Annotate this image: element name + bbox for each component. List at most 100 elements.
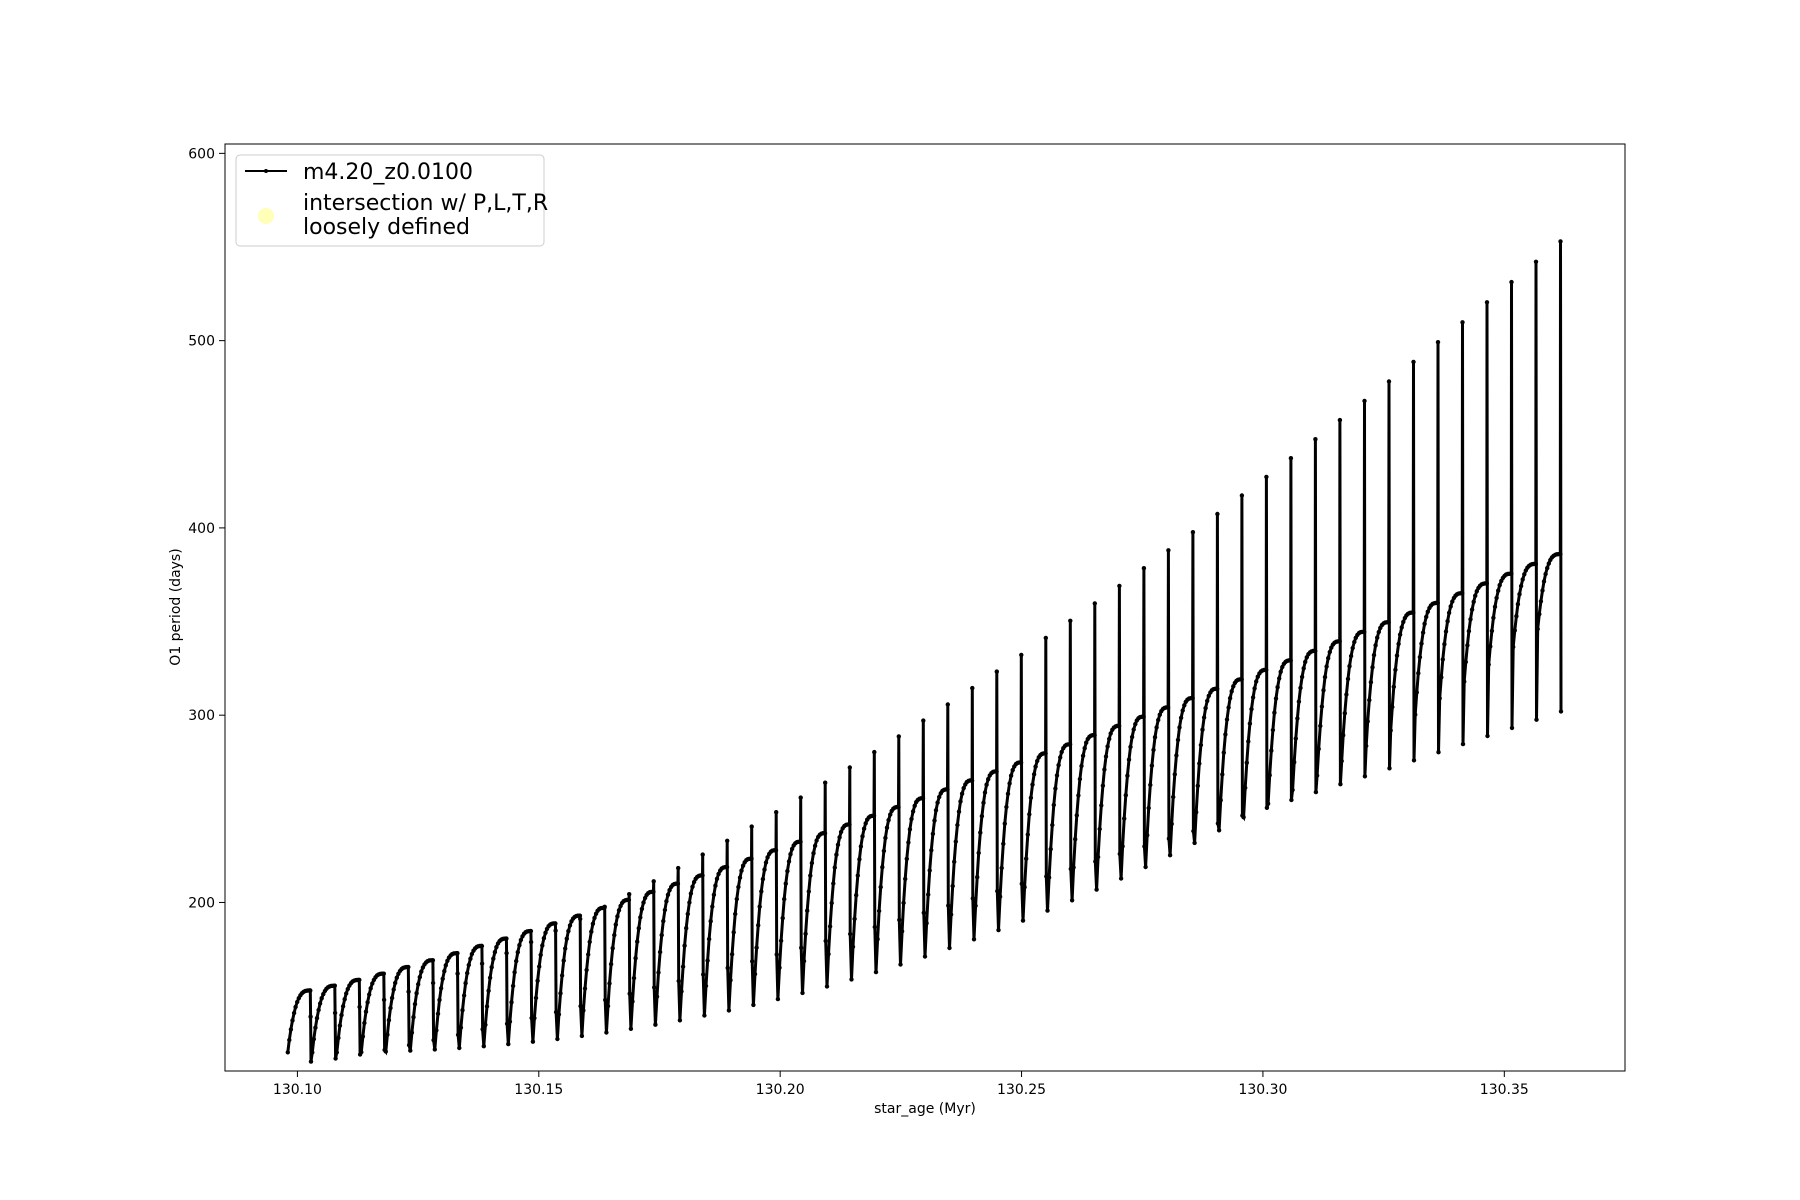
series-point [287,1037,292,1043]
series-point [1391,684,1397,689]
series-point [782,896,787,902]
series-point [1436,750,1441,755]
series-point [332,1010,338,1016]
series-point [904,856,909,861]
series-point [952,859,957,864]
series-point [1465,643,1470,648]
series-point [876,908,882,914]
series-point [1231,684,1236,689]
series-point [1050,822,1055,828]
series-point [639,906,645,912]
series-point [507,1019,513,1024]
series-point [1152,735,1158,740]
series-point [665,892,671,897]
series-point [1077,776,1083,782]
series-point [1411,359,1416,365]
series-point [1166,836,1172,841]
series-point [1517,592,1522,597]
series-point [812,843,818,848]
series-point [995,888,1000,894]
series-point [981,800,986,805]
series-point [799,945,804,950]
series-point [540,943,545,948]
series-point [703,983,709,989]
series-point [1344,692,1349,697]
series-point [631,975,637,981]
series-point [1322,674,1328,680]
series-point [1224,717,1230,722]
series-point [733,911,738,917]
series-point [946,903,951,908]
series-point [368,986,373,991]
series-point [1128,744,1133,750]
series-point [460,1008,465,1013]
series-point [854,893,859,898]
series-point [492,949,498,955]
series-point [1145,833,1150,838]
series-point [581,1008,586,1013]
series-point [409,1030,415,1035]
series-point [835,842,841,847]
series-point [1120,844,1125,849]
series-point [528,928,534,934]
series-point [1321,688,1326,693]
y-tick-label: 400 [188,521,215,537]
series-point [823,780,828,785]
series-point [1468,617,1473,622]
series-point [528,939,534,945]
series-point [921,910,926,915]
series-point [1206,693,1212,698]
series-point [510,983,516,989]
series-point [945,787,950,792]
series-point [1450,599,1455,604]
series-point [417,974,422,980]
series-point [484,1004,490,1009]
series-point [1303,659,1308,665]
series-point [480,1027,485,1032]
series-point [481,1044,486,1049]
series-point [953,839,958,844]
series-point [926,892,931,897]
series-point [1347,664,1352,669]
series-point [461,993,467,998]
series-point [556,1012,562,1017]
series-point [419,969,424,974]
series-point [340,1004,346,1009]
series-point [1485,733,1490,739]
series-point [1254,679,1259,684]
series-point [1166,548,1171,553]
series-point [636,926,641,931]
series-point [728,978,733,983]
series-point [1558,709,1564,714]
series-point [613,922,618,927]
series-point [592,915,597,921]
series-point [487,975,493,980]
series-point [458,1025,464,1030]
series-point [1067,742,1073,747]
series-point [1004,804,1009,810]
series-point [605,1003,611,1009]
series-point [1108,731,1113,736]
series-point [1095,854,1101,860]
series-point [1154,725,1159,730]
series-point [725,965,730,971]
legend-line-marker [264,169,268,173]
series-point [389,995,395,1001]
series-point [1313,437,1318,442]
series-point [1420,630,1426,635]
series-point [1079,763,1084,769]
series-point [339,1012,344,1018]
series-point [1215,511,1220,517]
series-point [959,791,965,796]
series-point [1131,727,1136,732]
series-point [465,970,470,976]
series-point [360,1034,366,1039]
series-point [1194,810,1199,815]
series-point [909,816,914,822]
series-point [1414,690,1420,695]
series-point [506,1041,511,1047]
series-point [785,868,790,874]
series-point [1386,620,1391,625]
series-point [834,852,839,857]
series-point [1045,908,1050,913]
